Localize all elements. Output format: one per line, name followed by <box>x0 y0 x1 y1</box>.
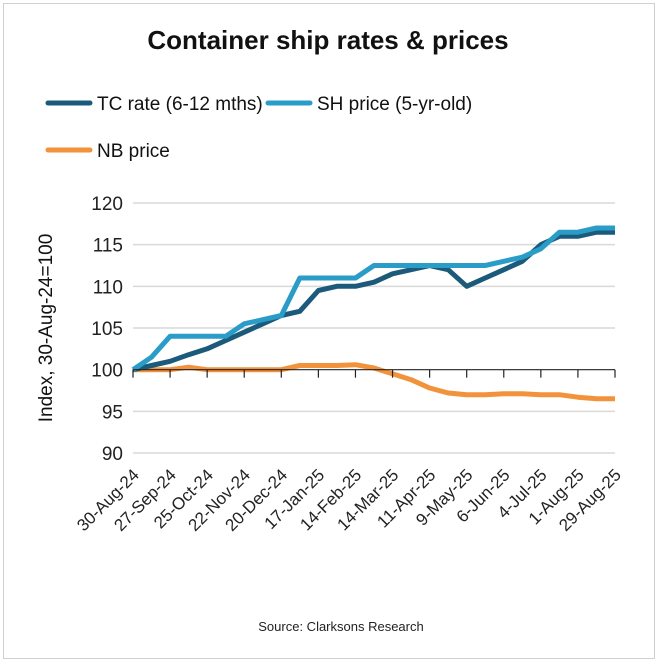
y-tick-label: 95 <box>102 402 123 423</box>
y-tick-label: 120 <box>91 194 123 215</box>
series-line-sh <box>131 225 615 372</box>
y-tick-label: 90 <box>102 444 123 465</box>
legend-label: NB price <box>97 141 170 162</box>
y-tick-label: 110 <box>93 277 123 298</box>
y-tick-label: 115 <box>93 236 123 257</box>
gridlines <box>133 202 615 454</box>
chart-title: Container ship rates & prices <box>147 25 508 55</box>
legend-label: SH price (5-yr-old) <box>317 94 472 115</box>
source-note: Source: Clarksons Research <box>258 619 423 634</box>
y-tick-label: 100 <box>91 361 123 382</box>
chart-frame <box>3 3 655 659</box>
series-line-tc <box>132 229 615 373</box>
series-lines <box>131 225 615 402</box>
legend: TC rate (6-12 mths) SH price (5-yr-old) NB… <box>45 94 472 162</box>
y-axis-label: Index, 30-Aug-24=100 <box>36 234 57 423</box>
y-axis-ticks: 90 95 100 105 110 115 120 <box>91 194 123 465</box>
y-tick-label: 105 <box>91 319 123 340</box>
legend-label: TC rate (6-12 mths) <box>97 94 263 115</box>
